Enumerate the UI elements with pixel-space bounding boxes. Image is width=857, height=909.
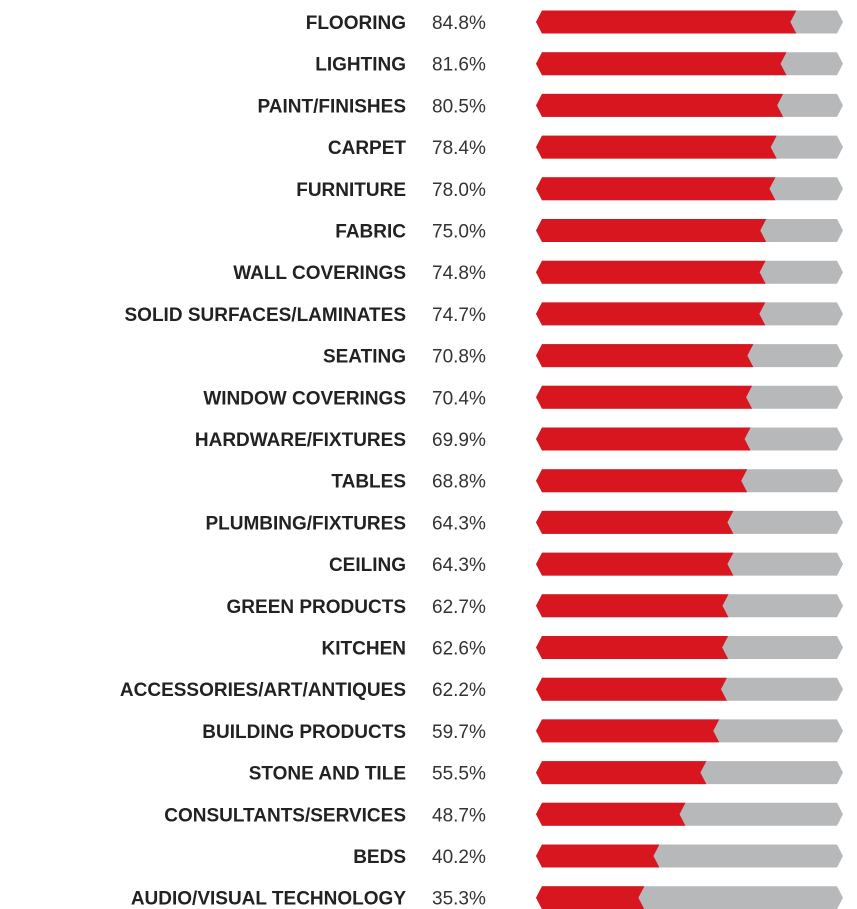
value-label: 62.6% [432,639,486,660]
value-label: 74.8% [432,263,486,284]
value-label: 80.5% [432,96,486,117]
bar-row: HARDWARE/FIXTURES 69.9% [195,427,843,451]
category-label: PLUMBING/FIXTURES [205,513,406,534]
bar-value [536,510,734,534]
bar-value [536,552,734,576]
bar-row: ACCESSORIES/ART/ANTIQUES 62.2% [120,677,843,701]
value-label: 40.2% [432,847,486,868]
value-label: 64.3% [432,513,486,534]
bar-row: AUDIO/VISUAL TECHNOLOGY 35.3% [131,886,843,909]
bar-row: BUILDING PRODUCTS 59.7% [202,719,843,743]
value-label: 81.6% [432,55,486,76]
value-label: 74.7% [432,305,486,326]
bar-value [536,844,660,868]
bar-value [536,177,776,201]
value-label: 62.7% [432,597,486,618]
value-label: 68.8% [432,472,486,493]
value-label: 70.4% [432,388,486,409]
bar-value [536,135,777,159]
bar-row: FABRIC 75.0% [335,219,843,243]
bar-row: BEDS 40.2% [353,844,843,868]
bar-value [536,594,729,618]
category-label: CARPET [328,138,407,159]
bar-value [536,10,797,34]
bar-row: PLUMBING/FIXTURES 64.3% [205,510,843,534]
bar-value [536,52,787,76]
bar-row: GREEN PRODUCTS 62.7% [227,594,843,618]
bar-value [536,260,766,284]
bar-value [536,93,784,117]
bar-value [536,886,645,909]
bar-value [536,636,729,659]
value-label: 78.0% [432,180,486,201]
bar-value [536,344,754,368]
category-label: HARDWARE/FIXTURES [195,430,406,451]
bar-row: FLOORING 84.8% [306,10,843,34]
category-label: FLOORING [306,13,406,34]
value-label: 62.2% [432,680,486,701]
category-label: STONE AND TILE [249,764,406,785]
category-label: SOLID SURFACES/LAMINATES [125,305,407,326]
category-label: KITCHEN [322,639,406,660]
bar-row: STONE AND TILE 55.5% [249,761,843,785]
bar-row: SEATING 70.8% [323,344,843,368]
category-label: CONSULTANTS/SERVICES [164,805,406,826]
bar-value [536,219,767,242]
value-label: 48.7% [432,805,486,826]
bar-row: PAINT/FINISHES 80.5% [258,93,843,117]
bar-row: CEILING 64.3% [329,552,843,576]
category-label: ACCESSORIES/ART/ANTIQUES [120,680,406,701]
value-label: 78.4% [432,138,486,159]
value-label: 35.3% [432,889,486,909]
value-label: 55.5% [432,764,486,785]
bar-row: LIGHTING 81.6% [315,52,843,76]
category-label: WALL COVERINGS [233,263,406,284]
bar-row: TABLES 68.8% [331,469,843,493]
category-label: FABRIC [335,222,406,243]
category-label: FURNITURE [296,180,406,201]
bar-row: CARPET 78.4% [328,135,843,159]
category-label: PAINT/FINISHES [258,96,407,117]
category-label: AUDIO/VISUAL TECHNOLOGY [131,889,406,909]
bar-row: KITCHEN 62.6% [322,636,843,660]
bar-value [536,385,753,409]
bar-row: WINDOW COVERINGS 70.4% [203,385,843,409]
bar-row: CONSULTANTS/SERVICES 48.7% [164,802,843,826]
category-label: TABLES [331,472,406,493]
bar-row: SOLID SURFACES/LAMINATES 74.7% [125,302,843,326]
bar-value [536,719,720,743]
bar-value [536,427,751,451]
category-label: CEILING [329,555,406,576]
bar-value [536,677,727,701]
category-label: BEDS [353,847,406,868]
value-label: 84.8% [432,13,486,34]
category-label: GREEN PRODUCTS [227,597,406,618]
bar-value [536,302,766,326]
category-label: LIGHTING [315,55,406,76]
category-label: SEATING [323,347,406,368]
bar-value [536,802,686,826]
bar-row: WALL COVERINGS 74.8% [233,260,843,284]
value-label: 64.3% [432,555,486,576]
value-label: 70.8% [432,347,486,368]
value-label: 69.9% [432,430,486,451]
value-label: 75.0% [432,222,486,243]
bar-value [536,761,707,785]
bar-row: FURNITURE 78.0% [296,177,843,201]
bar-value [536,469,748,493]
value-label: 59.7% [432,722,486,743]
category-label: WINDOW COVERINGS [203,388,406,409]
chart-rows: FLOORING 84.8% LIGHTING 81.6% PAINT/FINISHES… [120,10,843,909]
category-label: BUILDING PRODUCTS [202,722,406,743]
